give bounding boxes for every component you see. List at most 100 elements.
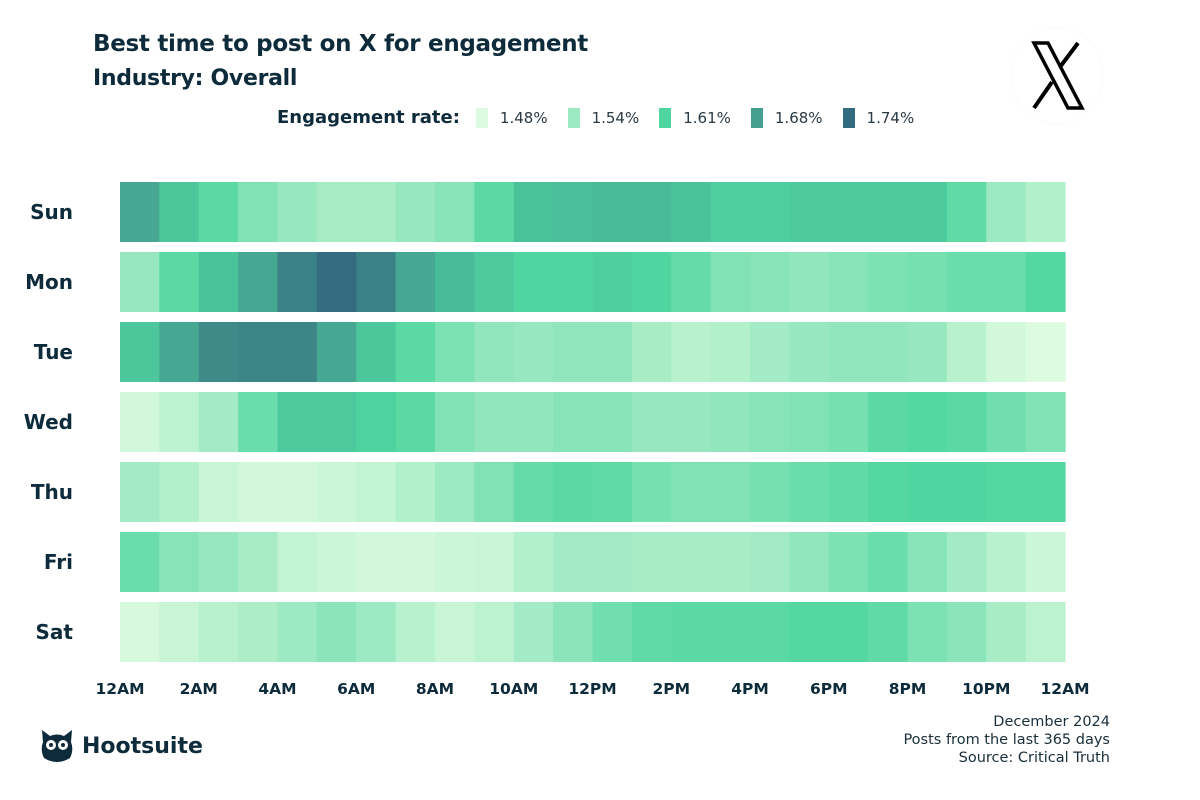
legend-value: 1.74% [866, 108, 915, 127]
heatmap-cell [553, 602, 594, 662]
heatmap-cell [553, 532, 594, 592]
heatmap-cell [592, 602, 633, 662]
legend-value: 1.48% [499, 108, 548, 127]
x-tick-label: 10AM [489, 680, 538, 698]
heatmap-cell [553, 392, 594, 452]
heatmap-cell [120, 602, 160, 662]
heatmap-cell [159, 252, 200, 312]
brand-name: Hootsuite [82, 733, 203, 759]
hootsuite-logo: Hootsuite [38, 728, 203, 764]
heatmap-cell [986, 602, 1027, 662]
heatmap-cell [435, 602, 475, 662]
heatmap-cell [789, 182, 830, 242]
heatmap-cell [1025, 322, 1066, 382]
heatmap-cell [238, 392, 279, 452]
heatmap-cell [789, 462, 830, 522]
heatmap-cell [238, 322, 279, 382]
legend-swatch [475, 107, 488, 128]
heatmap-cell [1025, 532, 1066, 592]
heatmap-cell [789, 392, 830, 452]
heatmap-cell [1025, 602, 1066, 662]
heatmap-cell [789, 602, 830, 662]
footer-scope: Posts from the last 365 days [903, 732, 1110, 748]
heatmap-cell [277, 252, 318, 312]
heatmap-cell [1025, 462, 1066, 522]
heatmap-cell [316, 532, 357, 592]
heatmap-cell [238, 182, 279, 242]
heatmap-cell [120, 182, 160, 242]
footer-date: December 2024 [993, 714, 1110, 730]
heatmap-cell [592, 322, 633, 382]
chart-subtitle: Industry: Overall [93, 66, 298, 91]
row-label-fri: Fri [44, 550, 73, 574]
x-tick-label: 4PM [731, 680, 769, 698]
heatmap-cell [868, 252, 909, 312]
heatmap-cell [631, 392, 672, 452]
heatmap-cell [277, 462, 318, 522]
legend-swatch [750, 107, 763, 128]
heatmap-cell [277, 602, 318, 662]
heatmap-cell [474, 182, 515, 242]
heatmap-cell [120, 252, 160, 312]
x-tick-label: 12PM [568, 680, 616, 698]
heatmap-cell [553, 182, 594, 242]
heatmap-cell [198, 532, 239, 592]
heatmap-cell [671, 532, 712, 592]
heatmap-cell [986, 462, 1027, 522]
heatmap-cell [592, 392, 633, 452]
heatmap-cell [198, 462, 239, 522]
heatmap-cell [198, 322, 239, 382]
heatmap-cell [513, 392, 554, 452]
heatmap-cell [356, 462, 397, 522]
heatmap-cell [631, 252, 672, 312]
legend-swatch [567, 107, 580, 128]
heatmap-cell [238, 602, 279, 662]
chart-title: Best time to post on X for engagement [93, 31, 588, 57]
x-tick-label: 2AM [180, 680, 218, 698]
legend-swatch [659, 107, 672, 128]
heatmap-cell [671, 392, 712, 452]
heatmap-cell [513, 462, 554, 522]
heatmap-cell [592, 182, 633, 242]
heatmap-cell [435, 322, 475, 382]
heatmap-cell [120, 462, 160, 522]
legend-label: Engagement rate: [277, 107, 460, 128]
heatmap-cell [868, 532, 909, 592]
heatmap-cell [356, 602, 397, 662]
heatmap-cell [513, 602, 554, 662]
heatmap-cell [986, 322, 1027, 382]
legend-value: 1.54% [591, 108, 640, 127]
heatmap-cell [277, 392, 318, 452]
heatmap-cell [946, 462, 987, 522]
heatmap-cell [553, 462, 594, 522]
heatmap-cell [710, 532, 751, 592]
heatmap-cell [159, 392, 200, 452]
heatmap-cell [828, 532, 869, 592]
x-logo-icon [1031, 41, 1085, 110]
heatmap-cell [750, 532, 790, 592]
heatmap-cell [513, 322, 554, 382]
heatmap-cell [828, 322, 869, 382]
owl-icon [41, 730, 73, 762]
heatmap-cell [946, 532, 987, 592]
heatmap-cell [671, 602, 712, 662]
footer-source: Source: Critical Truth [958, 750, 1110, 766]
heatmap-cell [631, 602, 672, 662]
heatmap-cell [946, 252, 987, 312]
footer-notes: December 2024 Posts from the last 365 da… [903, 713, 1110, 767]
x-tick-label: 2PM [652, 680, 690, 698]
heatmap-cell [789, 252, 830, 312]
heatmap-cell [750, 252, 790, 312]
heatmap-cell [868, 322, 909, 382]
heatmap-cell [316, 182, 357, 242]
heatmap-cell [986, 252, 1027, 312]
x-tick-label: 4AM [258, 680, 296, 698]
heatmap-cell [710, 182, 751, 242]
x-tick-label: 10PM [962, 680, 1010, 698]
heatmap-cell [120, 532, 160, 592]
heatmap-cell [435, 532, 475, 592]
heatmap-cell [946, 602, 987, 662]
row-label-mon: Mon [25, 270, 73, 294]
heatmap-cell [198, 602, 239, 662]
heatmap-cell [395, 322, 436, 382]
